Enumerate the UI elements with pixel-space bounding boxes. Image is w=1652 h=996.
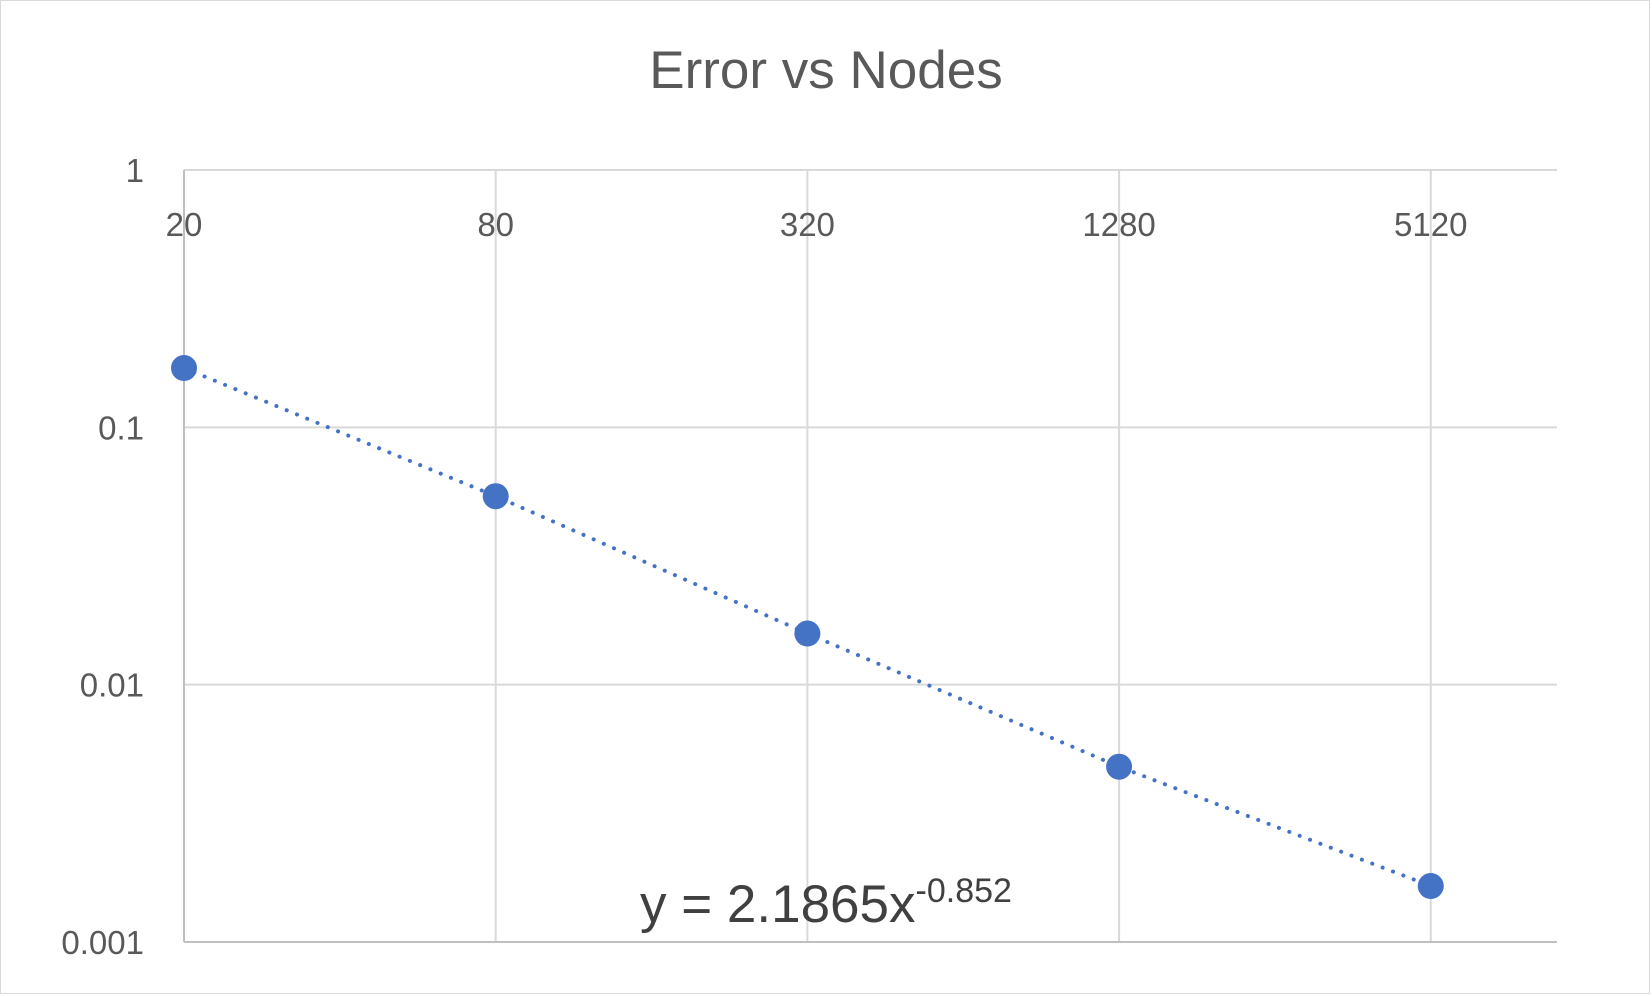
data-point — [1106, 753, 1133, 780]
data-points — [171, 355, 1444, 900]
equation-base: y = 2.1865x — [640, 875, 916, 934]
y-tick-label: 1 — [126, 152, 144, 189]
x-tick-label: 20 — [166, 206, 203, 243]
chart-title: Error vs Nodes — [649, 41, 1003, 100]
x-tick-label: 320 — [780, 206, 835, 243]
y-tick-label: 0.01 — [80, 667, 144, 704]
equation-exponent: -0.852 — [916, 872, 1012, 910]
axes — [183, 170, 1557, 943]
x-tick-label: 80 — [477, 206, 514, 243]
data-point — [482, 483, 509, 510]
grid-lines — [183, 169, 1557, 943]
data-point — [171, 355, 197, 382]
y-tick-label: 0.001 — [61, 924, 144, 961]
x-tick-label: 5120 — [1394, 206, 1467, 243]
y-tick-labels: 1 0.1 0.01 0.001 — [61, 152, 144, 961]
trendline-equation: y = 2.1865x-0.852 — [640, 872, 1012, 934]
x-tick-label: 1280 — [1082, 206, 1155, 243]
y-tick-label: 0.1 — [98, 409, 144, 446]
data-point — [794, 620, 821, 647]
data-point — [1417, 873, 1444, 900]
x-tick-labels: 20 80 320 1280 5120 — [166, 206, 1468, 243]
